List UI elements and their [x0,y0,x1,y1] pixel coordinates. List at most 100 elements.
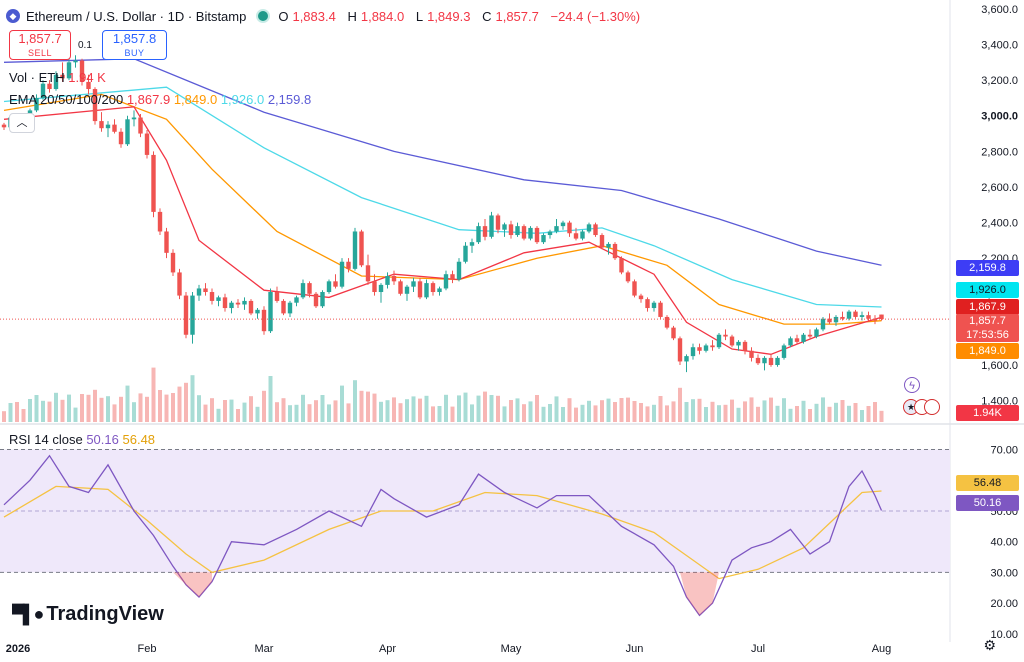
candle-body [625,272,631,282]
candle-body [92,89,98,122]
volume-bar [775,405,780,422]
last-price: 1,857.7 [969,315,1006,327]
volume-bar [424,395,429,422]
volume-bar [769,397,773,422]
candle-body [131,117,137,120]
volume-bar [210,398,214,422]
candle-body [567,222,572,234]
candle-body [729,336,735,346]
rsi-legend[interactable]: RSI 14 close 50.16 56.48 [9,432,155,447]
candle-body [476,226,481,243]
candle-body [619,258,624,273]
volume-bar [67,394,71,422]
candle-body [690,347,696,357]
rsi-tick-label: 30.00 [990,567,1018,579]
ema-legend[interactable]: EMA 20/50/100/200 1,867.9 1,849.0 1,926.… [9,92,311,107]
ema50-value: 1,849.0 [173,92,218,107]
candle-body [1,124,7,128]
candle-body [781,345,787,358]
symbol-header: ◆ Ethereum / U.S. Dollar · 1D · Bitstamp… [6,6,648,26]
candle-body [560,222,566,227]
volume-bar [99,397,104,422]
volume-bar [307,404,312,422]
volume-bar [704,407,708,422]
ema100-line [3,86,882,308]
candle-body [261,309,267,332]
rsi-ma-line [3,485,882,580]
candle-body [664,316,670,328]
volume-price-label: 1.94K [956,405,1019,421]
ema20-price-label: 1,867.9 [956,299,1019,315]
rsi-oversold-fill [173,572,212,597]
ema200-line [3,58,882,266]
volume-bar [418,398,422,422]
volume-bar [665,405,669,422]
volume-bar [184,382,188,422]
buy-price: 1,857.8 [112,31,157,46]
candle-body [378,284,384,293]
candle-body [99,121,104,129]
candle-body [749,350,754,358]
candle-body [125,119,130,145]
volume-bar [21,409,26,422]
sell-button[interactable]: 1,857.7 SELL [9,30,71,60]
volume-bar [320,395,325,422]
candle-body [645,299,650,309]
candle-body [313,293,319,307]
candle-body [489,215,494,237]
candle-body [177,272,182,296]
volume-bar [125,385,130,422]
volume-bar [151,367,156,422]
sell-price: 1,857.7 [18,31,62,46]
volume-bar [333,400,338,422]
candle-body [268,292,273,332]
volume-bar [645,406,650,422]
volume-bar [697,398,702,422]
volume-bar [223,400,227,422]
lightning-icon[interactable]: ϟ [904,377,920,393]
brand-name: TradingView [46,603,164,625]
candle-body [196,288,202,296]
volume-bar [574,407,578,422]
ema100-value: 1,926.0 [220,92,265,107]
volume-bar [177,386,182,422]
volume-bar [73,407,78,422]
price-tick-label: 2,600.0 [981,182,1018,194]
candle-body [391,275,397,282]
candle-body [209,292,215,301]
volume-bar [749,397,754,422]
buy-button[interactable]: 1,857.8 BUY [102,30,167,60]
price-tick-label: 3,200.0 [981,75,1018,87]
candle-body [112,124,117,132]
volume-bar [567,398,572,422]
candle-body [411,281,416,287]
volume-bar [15,402,19,422]
candle-body [164,231,169,253]
candle-body [794,338,800,342]
candle-body [287,302,293,314]
volume-bar [372,393,377,422]
candle-body [482,226,488,237]
chevron-up-icon[interactable]: ︿ [9,113,35,133]
buy-label: BUY [124,48,145,58]
candle-body [586,224,592,232]
volume-legend[interactable]: Vol · ETH 1.94 K [9,70,106,85]
volume-bar [164,394,169,422]
candle-body [833,316,839,323]
volume-bar [80,394,84,422]
candle-body [79,60,85,82]
candle-body [255,309,260,314]
rsi-tick-label: 70.00 [990,445,1018,457]
candle-body [742,341,748,351]
candle-body [768,357,774,366]
candle-body [515,226,520,236]
rsi-value: 50.16 [86,432,119,447]
event-marker-icon[interactable] [924,399,940,415]
candle-body [463,245,468,262]
volume-bar [489,395,494,422]
volume-bar [834,402,838,422]
gear-icon[interactable]: ⚙ [983,637,996,653]
volume-bar [398,403,403,422]
candle-body [151,154,156,212]
symbol-title[interactable]: Ethereum / U.S. Dollar · 1D · Bitstamp [26,8,247,24]
